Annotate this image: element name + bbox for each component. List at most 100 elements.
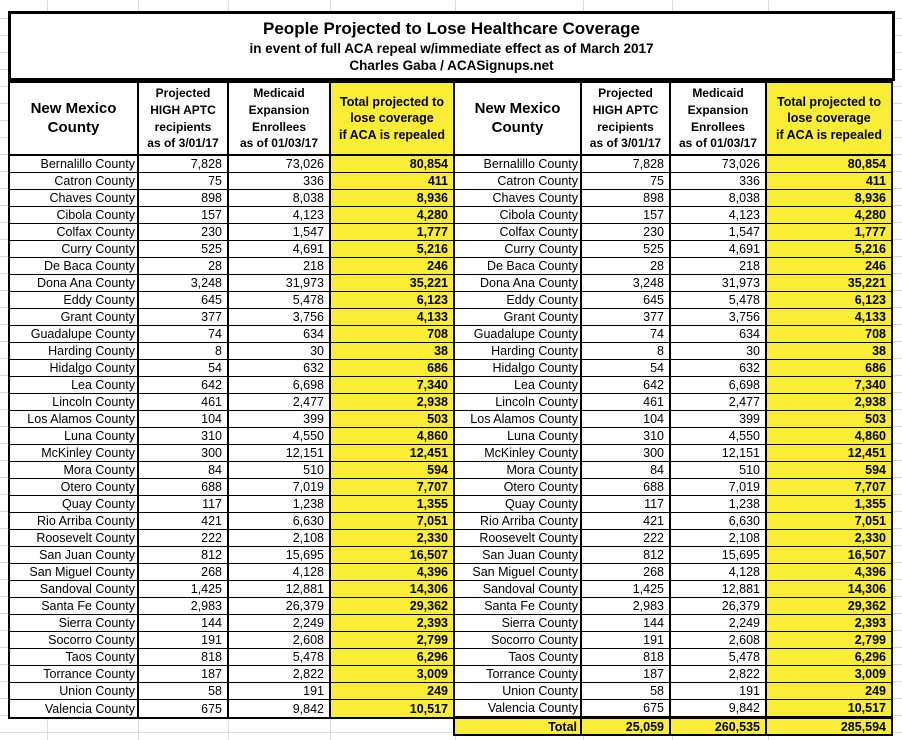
aptc-value: 117 (582, 496, 671, 512)
medicaid-value: 3,756 (671, 309, 767, 325)
aptc-value: 187 (139, 666, 229, 682)
table-row: Curry County 525 4,691 5,216 (10, 241, 453, 258)
grand-total-row: Total 25,059 260,535 285,594 (455, 717, 891, 734)
total-value: 16,507 (767, 547, 891, 563)
medicaid-value: 12,881 (229, 581, 331, 597)
total-value: 6,296 (767, 649, 891, 665)
medicaid-value: 30 (671, 343, 767, 359)
county-name: McKinley County (455, 445, 582, 461)
table-row: Eddy County 645 5,478 6,123 (10, 292, 453, 309)
table-row: Los Alamos County 104 399 503 (10, 411, 453, 428)
table-row: Cibola County 157 4,123 4,280 (10, 207, 453, 224)
aptc-value: 104 (582, 411, 671, 427)
col-header-aptc: Projected HIGH APTC recipients as of 3/0… (582, 83, 671, 154)
table-row: Guadalupe County 74 634 708 (10, 326, 453, 343)
county-name: Union County (10, 683, 139, 699)
aptc-value: 3,248 (139, 275, 229, 291)
total-value: 7,051 (767, 513, 891, 529)
aptc-value: 898 (582, 190, 671, 206)
total-value: 16,507 (331, 547, 453, 563)
medicaid-value: 2,822 (671, 666, 767, 682)
table-row: Mora County 84 510 594 (10, 462, 453, 479)
aptc-value: 191 (582, 632, 671, 648)
table-row: Dona Ana County 3,248 31,973 35,221 (10, 275, 453, 292)
county-name: Dona Ana County (455, 275, 582, 291)
medicaid-value: 1,238 (671, 496, 767, 512)
medicaid-value: 1,547 (229, 224, 331, 240)
aptc-value: 645 (582, 292, 671, 308)
table-row: De Baca County 28 218 246 (10, 258, 453, 275)
aptc-value: 461 (582, 394, 671, 410)
table-row: Torrance County 187 2,822 3,009 (10, 666, 453, 683)
aptc-value: 187 (582, 666, 671, 682)
table-row: Lincoln County 461 2,477 2,938 (10, 394, 453, 411)
total-value: 2,330 (767, 530, 891, 546)
table-row: Harding County 8 30 38 (10, 343, 453, 360)
county-name: Luna County (455, 428, 582, 444)
total-value: 6,123 (767, 292, 891, 308)
table-row: Grant County 377 3,756 4,133 (455, 309, 891, 326)
title-box: People Projected to Lose Healthcare Cove… (8, 11, 895, 81)
table-row: Quay County 117 1,238 1,355 (455, 496, 891, 513)
medicaid-value: 1,547 (671, 224, 767, 240)
medicaid-value: 510 (229, 462, 331, 478)
table-row: McKinley County 300 12,151 12,451 (10, 445, 453, 462)
table-row: San Juan County 812 15,695 16,507 (10, 547, 453, 564)
total-value: 4,860 (767, 428, 891, 444)
county-name: Rio Arriba County (455, 513, 582, 529)
medicaid-value: 2,822 (229, 666, 331, 682)
aptc-value: 818 (139, 649, 229, 665)
medicaid-value: 4,128 (671, 564, 767, 580)
total-value: 10,517 (767, 700, 891, 716)
medicaid-value: 2,608 (229, 632, 331, 648)
county-name: Otero County (455, 479, 582, 495)
county-name: Grant County (455, 309, 582, 325)
table-row: Taos County 818 5,478 6,296 (10, 649, 453, 666)
aptc-value: 1,425 (582, 581, 671, 597)
aptc-value: 157 (139, 207, 229, 223)
table-row: Valencia County 675 9,842 10,517 (10, 700, 453, 717)
county-name: Quay County (455, 496, 582, 512)
total-value: 686 (767, 360, 891, 376)
table-row: Hidalgo County 54 632 686 (455, 360, 891, 377)
medicaid-value: 31,973 (229, 275, 331, 291)
table-row: McKinley County 300 12,151 12,451 (455, 445, 891, 462)
medicaid-value: 399 (671, 411, 767, 427)
aptc-value: 222 (582, 530, 671, 546)
county-name: Sierra County (455, 615, 582, 631)
aptc-value: 1,425 (139, 581, 229, 597)
county-name: Dona Ana County (10, 275, 139, 291)
table-row: Socorro County 191 2,608 2,799 (455, 632, 891, 649)
table-row: San Miguel County 268 4,128 4,396 (455, 564, 891, 581)
total-value: 2,799 (767, 632, 891, 648)
table-row: Eddy County 645 5,478 6,123 (455, 292, 891, 309)
medicaid-value: 4,128 (229, 564, 331, 580)
total-value: 2,393 (767, 615, 891, 631)
aptc-value: 8 (582, 343, 671, 359)
table-row: Otero County 688 7,019 7,707 (455, 479, 891, 496)
county-name: Los Alamos County (10, 411, 139, 427)
medicaid-value: 30 (229, 343, 331, 359)
county-name: Lincoln County (455, 394, 582, 410)
medicaid-value: 2,608 (671, 632, 767, 648)
table-row: Roosevelt County 222 2,108 2,330 (455, 530, 891, 547)
aptc-value: 3,248 (582, 275, 671, 291)
aptc-value: 2,983 (582, 598, 671, 614)
aptc-value: 310 (139, 428, 229, 444)
county-name: Socorro County (10, 632, 139, 648)
medicaid-value: 4,550 (671, 428, 767, 444)
medicaid-value: 2,249 (671, 615, 767, 631)
table-row: Roosevelt County 222 2,108 2,330 (10, 530, 453, 547)
medicaid-value: 31,973 (671, 275, 767, 291)
aptc-value: 230 (582, 224, 671, 240)
tables-container: New Mexico County Projected HIGH APTC re… (8, 81, 895, 736)
medicaid-value: 9,842 (229, 700, 331, 717)
medicaid-value: 73,026 (671, 156, 767, 172)
table-row: Curry County 525 4,691 5,216 (455, 241, 891, 258)
aptc-value: 157 (582, 207, 671, 223)
medicaid-value: 634 (229, 326, 331, 342)
county-name: Hidalgo County (455, 360, 582, 376)
table-row: Los Alamos County 104 399 503 (455, 411, 891, 428)
aptc-value: 104 (139, 411, 229, 427)
county-name: Guadalupe County (455, 326, 582, 342)
